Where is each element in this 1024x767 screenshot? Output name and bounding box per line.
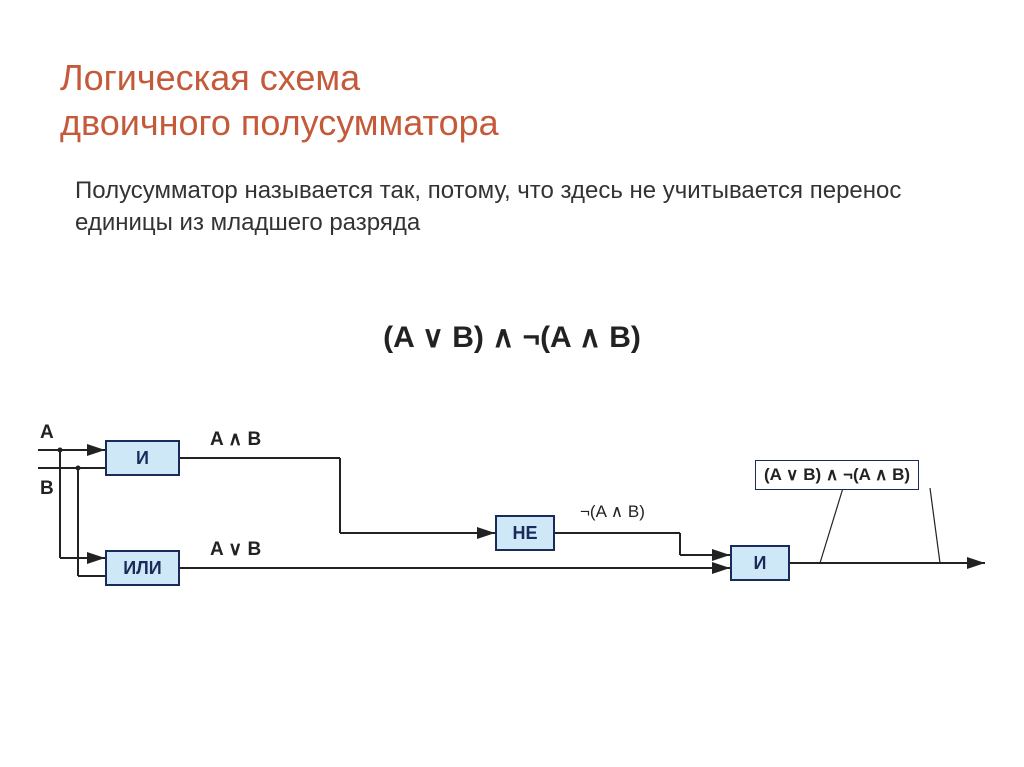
logic-diagram: A B И ИЛИ НЕ И A ∧ B A ∨ B ¬(A ∧ B) (A ∨… xyxy=(0,400,1024,700)
wire-label-or: A ∨ B xyxy=(210,538,261,561)
input-a-label: A xyxy=(40,422,54,444)
input-b-label: B xyxy=(40,478,54,500)
gate-and1: И xyxy=(105,440,180,476)
gate-not1: НЕ xyxy=(495,515,555,551)
title-line1: Логическая схема xyxy=(60,57,360,98)
page-title: Логическая схема двоичного полусумматора xyxy=(60,55,499,145)
gate-and2: И xyxy=(730,545,790,581)
main-formula: (A ∨ B) ∧ ¬(A ∧ B) xyxy=(0,320,1024,355)
title-line2: двоичного полусумматора xyxy=(60,102,499,143)
wire-label-not: ¬(A ∧ B) xyxy=(580,502,645,522)
wire-label-and: A ∧ B xyxy=(210,428,261,451)
output-expression-box: (A ∨ B) ∧ ¬(A ∧ B) xyxy=(755,460,919,490)
subtitle-text: Полусумматор называется так, потому, что… xyxy=(75,175,955,240)
gate-or1: ИЛИ xyxy=(105,550,180,586)
